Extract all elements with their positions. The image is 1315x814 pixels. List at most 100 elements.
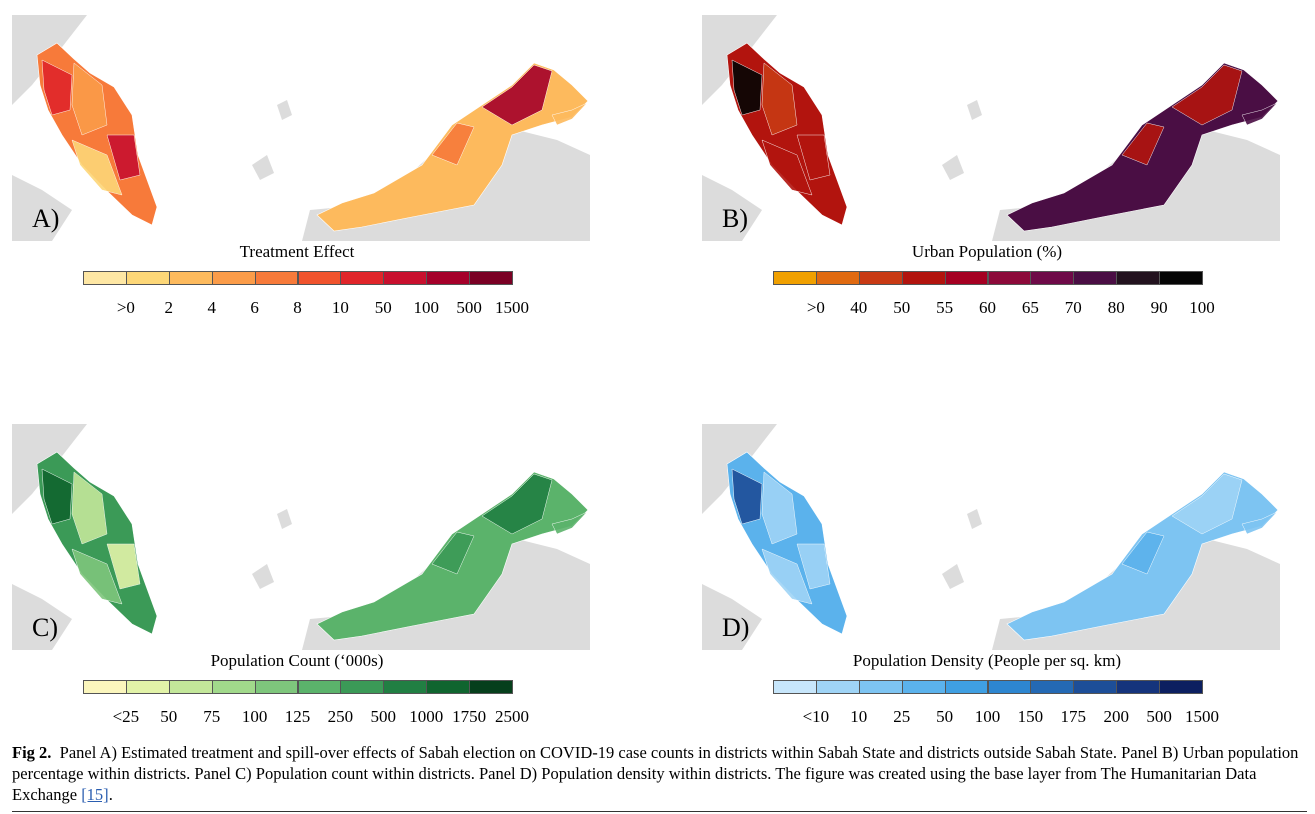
caption-end: . <box>108 785 113 804</box>
legend-label: 100 <box>241 707 268 726</box>
district-group <box>1171 473 1243 535</box>
legend-swatch <box>1073 680 1118 694</box>
district-group <box>431 122 475 166</box>
district-group <box>761 471 798 545</box>
legend-title: Population Count (‘000s) <box>210 651 384 670</box>
legend-label: 10 <box>331 298 349 317</box>
legend-label: 55 <box>936 298 954 317</box>
district-group <box>796 134 831 181</box>
legend-label: 50 <box>893 298 911 317</box>
neighbour-land <box>277 509 292 529</box>
legend-swatch <box>1030 680 1075 694</box>
district-group <box>551 511 588 535</box>
legend-swatch <box>1073 271 1118 285</box>
district-group <box>731 468 763 525</box>
legend-swatch <box>944 271 989 285</box>
legend-label: 25 <box>893 707 911 726</box>
legend-label: 1500 <box>1185 707 1219 726</box>
legend-label: 10 <box>850 707 868 726</box>
panel-label: B) <box>722 204 748 233</box>
legend-swatch <box>858 271 903 285</box>
neighbour-land <box>702 584 762 650</box>
legend-label: 200 <box>1103 707 1129 726</box>
legend-swatch <box>426 680 471 694</box>
legend-label: 150 <box>1017 707 1044 726</box>
reference-link[interactable]: [15] <box>81 785 109 804</box>
panel-label: A) <box>32 204 59 233</box>
legend-swatch <box>125 271 170 285</box>
district-group <box>1241 102 1278 126</box>
district-group <box>106 543 141 590</box>
legend-label: <25 <box>112 707 140 726</box>
district-group <box>431 531 475 575</box>
legend-swatch <box>987 680 1032 694</box>
district-group <box>1121 122 1165 166</box>
legend-swatch <box>297 680 342 694</box>
district-group <box>731 59 763 116</box>
legend-label: <10 <box>802 707 830 726</box>
legend-swatch <box>773 680 817 694</box>
legend-label: 2 <box>164 298 174 317</box>
neighbour-land <box>277 100 292 120</box>
legend-label: 80 <box>1107 298 1125 317</box>
legend-swatch <box>901 680 946 694</box>
district-group <box>71 471 108 545</box>
district-group <box>106 134 141 181</box>
district-group <box>761 62 798 136</box>
legend-swatch <box>469 271 513 285</box>
legend-swatch <box>168 680 213 694</box>
legend-title: Urban Population (%) <box>911 242 1063 261</box>
legend-label: 60 <box>979 298 996 317</box>
legend-label: 1500 <box>495 298 529 317</box>
district-group <box>71 62 108 136</box>
legend-swatch <box>944 680 989 694</box>
legend-swatch <box>297 271 342 285</box>
panel-label: C) <box>32 613 58 642</box>
legend-swatch <box>1159 271 1203 285</box>
legend-swatch <box>168 271 213 285</box>
legend-label: 125 <box>284 707 311 726</box>
district-group <box>1171 64 1243 126</box>
legend-swatch <box>1116 680 1161 694</box>
legend-label: 70 <box>1064 298 1082 317</box>
legend-swatch <box>987 271 1032 285</box>
legend-label: 2500 <box>495 707 529 726</box>
legend-swatch <box>340 680 385 694</box>
legend-label: 4 <box>207 298 216 317</box>
map: A) <box>12 15 590 241</box>
legend-label: 40 <box>850 298 868 317</box>
legend-label: 8 <box>293 298 302 317</box>
legend-label: 500 <box>456 298 482 317</box>
legend-swatch <box>125 680 170 694</box>
district-group <box>41 468 73 525</box>
neighbour-land <box>967 100 982 120</box>
legend-label: 50 <box>374 298 392 317</box>
neighbour-land <box>12 584 72 650</box>
neighbour-land <box>252 564 274 589</box>
legend-swatch <box>211 271 256 285</box>
map: C) <box>12 424 590 650</box>
legend-title: Treatment Effect <box>239 242 355 261</box>
district-group <box>1121 531 1165 575</box>
district-group <box>761 139 813 196</box>
map: B) <box>702 15 1280 241</box>
legend-label: 50 <box>936 707 954 726</box>
legend-label: 100 <box>974 707 1001 726</box>
legend-label: 6 <box>250 298 259 317</box>
legend-label: 1000 <box>409 707 444 726</box>
legend-swatch <box>815 271 860 285</box>
legend-swatch <box>858 680 903 694</box>
legend-label: 250 <box>327 707 354 726</box>
legend-swatch <box>901 271 946 285</box>
legend-swatch <box>1030 271 1075 285</box>
legend-swatch <box>211 680 256 694</box>
district-group <box>551 102 588 126</box>
legend-label: 65 <box>1021 298 1039 317</box>
legend-swatch <box>1159 680 1203 694</box>
legend-swatch <box>815 680 860 694</box>
neighbour-land <box>942 155 964 180</box>
legend-swatch <box>254 271 299 285</box>
legend-swatch <box>340 271 385 285</box>
legend-swatch <box>773 271 817 285</box>
